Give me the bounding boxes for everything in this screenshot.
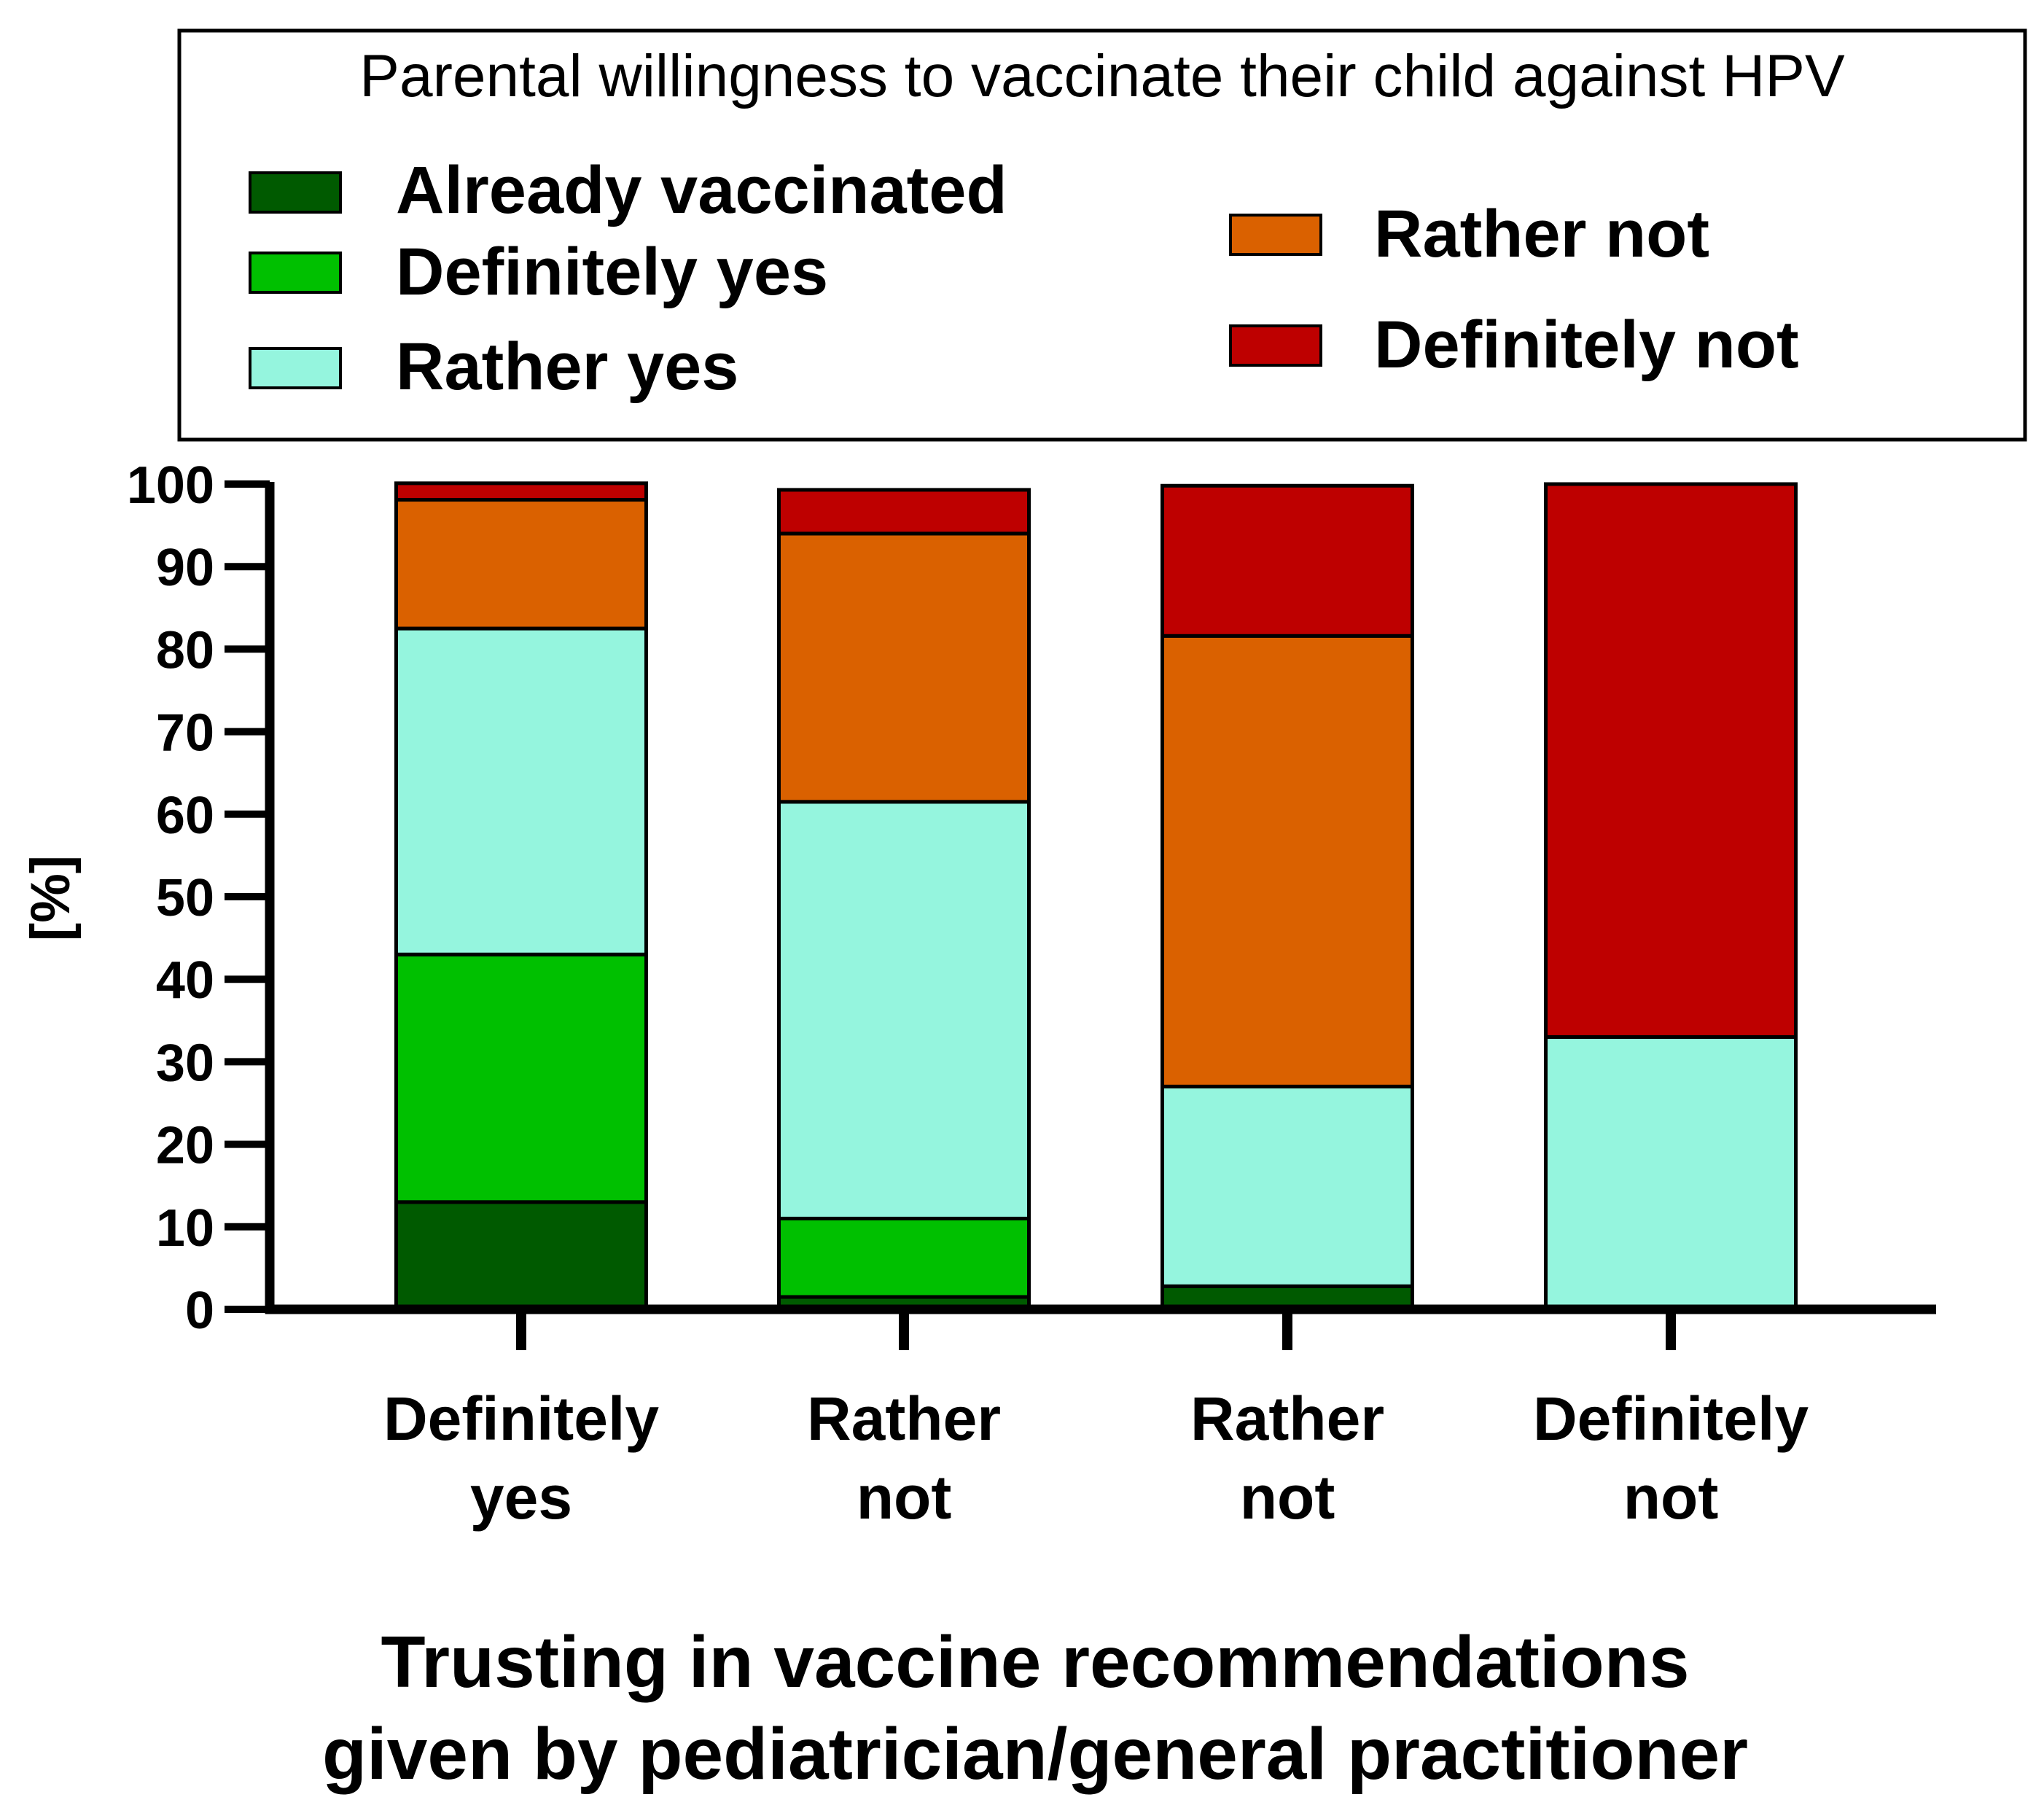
- legend-label-rather-not: Rather not: [1374, 197, 1709, 271]
- x-axis-label-line-2: given by pediatrician/general practition…: [322, 1713, 1748, 1795]
- legend: Parental willingness to vaccinate their …: [177, 28, 2027, 442]
- legend-label-definitely-yes: Definitely yes: [396, 235, 828, 309]
- bars-layer: [394, 481, 1798, 1312]
- bar-segment-4-definitely-not: [1544, 482, 1798, 1039]
- x-tick-label-1-line-2: yes: [470, 1463, 572, 1532]
- y-tick-labels: 0 10 20 30 40 50 60 70 80 90 100: [127, 456, 214, 1340]
- bar-segment-2-rather-not: [777, 531, 1031, 804]
- y-axis-label: [%]: [20, 855, 82, 941]
- x-tick-label-3-line-1: Rather: [1190, 1384, 1384, 1453]
- axes: [225, 480, 1936, 1350]
- y-tick-label-40: 40: [156, 951, 214, 1010]
- legend-swatch-definitely-not: [1229, 324, 1322, 367]
- bar-segment-1-rather-not: [394, 498, 648, 631]
- bar-segment-3-rather-not: [1161, 634, 1414, 1088]
- y-tick-label-0: 0: [185, 1282, 214, 1340]
- x-tick-label-4-line-2: not: [1623, 1463, 1719, 1532]
- y-tick-label-20: 20: [156, 1117, 214, 1175]
- x-axis-label-line-1: Trusting in vaccine recommendations: [381, 1621, 1690, 1703]
- bar-segment-4-rather-yes: [1544, 1034, 1798, 1312]
- bar-segment-2-definitely-not: [777, 488, 1031, 536]
- x-tick-label-4-line-1: Definitely: [1533, 1384, 1809, 1453]
- bar-segment-2-definitely-yes: [777, 1216, 1031, 1299]
- y-tick-label-80: 80: [156, 621, 214, 679]
- legend-swatch-rather-not: [1229, 214, 1322, 256]
- x-tick-label-3-line-2: not: [1240, 1463, 1335, 1532]
- x-tick-label-2-line-2: not: [857, 1463, 952, 1532]
- bar-segment-1-definitely-not: [394, 481, 648, 502]
- bar-segment-1-rather-yes: [394, 626, 648, 956]
- legend-label-rather-yes: Rather yes: [396, 330, 738, 404]
- y-tick-label-30: 30: [156, 1034, 214, 1092]
- legend-swatch-already-vaccinated: [249, 171, 342, 214]
- bar-segment-2-rather-yes: [777, 800, 1031, 1220]
- legend-swatch-definitely-yes: [249, 252, 342, 294]
- y-tick-label-100: 100: [127, 456, 214, 515]
- y-tick-label-60: 60: [156, 787, 214, 845]
- y-tick-label-70: 70: [156, 704, 214, 763]
- y-tick-label-90: 90: [156, 539, 214, 597]
- legend-label-already-vaccinated: Already vaccinated: [396, 153, 1007, 227]
- y-tick-label-10: 10: [156, 1199, 214, 1258]
- x-tick-label-1-line-1: Definitely: [383, 1384, 659, 1453]
- legend-frame: [177, 28, 2027, 442]
- x-tick-label-2-line-1: Rather: [807, 1384, 1001, 1453]
- y-tick-label-50: 50: [156, 869, 214, 927]
- legend-swatch-rather-yes: [249, 347, 342, 389]
- bar-segment-1-already-vaccinated: [394, 1200, 648, 1312]
- x-tick-labels: Definitely yes Rather not Rather not Definitel…: [383, 1384, 1809, 1532]
- bar-segment-3-definitely-not: [1161, 483, 1414, 638]
- bar-segment-3-rather-yes: [1161, 1084, 1414, 1288]
- bar-segment-1-definitely-yes: [394, 952, 648, 1204]
- legend-title: Parental willingness to vaccinate their …: [359, 43, 1845, 109]
- legend-label-definitely-not: Definitely not: [1374, 308, 1799, 382]
